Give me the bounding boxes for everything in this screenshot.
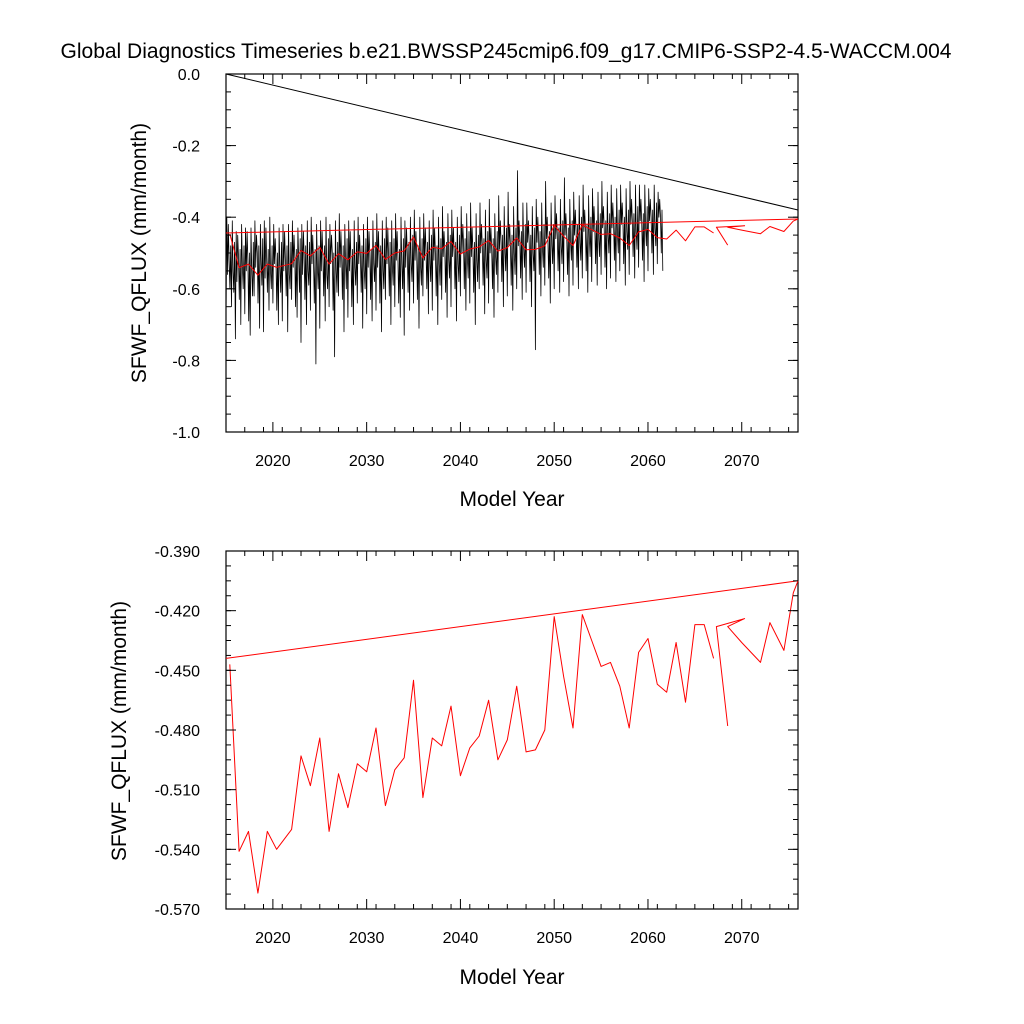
y-tick-label: -0.4 bbox=[172, 210, 200, 227]
x-tick-label: 2040 bbox=[443, 930, 479, 947]
y-tick-label: -0.390 bbox=[155, 544, 200, 561]
y-tick-label: -1.0 bbox=[172, 425, 200, 442]
y-tick-label: -0.420 bbox=[155, 604, 200, 621]
y-tick-label: -0.8 bbox=[172, 353, 200, 370]
top-panel: 2020 2030 2040 2050 2060 2070 0.0 -0.2 -0.4 -0.6… bbox=[128, 67, 799, 511]
series-line-annual-mean bbox=[229, 614, 715, 894]
bottom-x-axis-label: Model Year bbox=[459, 966, 564, 989]
series-line-monthly-endpoint-trend bbox=[225, 73, 799, 211]
series-line-monthly bbox=[225, 170, 664, 365]
bottom-plot-frame bbox=[225, 550, 799, 910]
y-tick-label: -0.510 bbox=[155, 783, 200, 800]
x-tick-label: 2070 bbox=[724, 930, 760, 947]
x-tick-label: 2040 bbox=[443, 453, 479, 470]
bottom-y-axis-label: SFWF_QFLUX (mm/month) bbox=[108, 601, 131, 861]
top-x-axis-label: Model Year bbox=[459, 488, 564, 511]
x-tick-label: 2050 bbox=[536, 453, 572, 470]
y-tick-label: -0.450 bbox=[155, 663, 200, 680]
top-y-axis-label: SFWF_QFLUX (mm/month) bbox=[128, 123, 151, 383]
x-tick-label: 2060 bbox=[630, 453, 666, 470]
y-tick-label: 0.0 bbox=[178, 67, 200, 84]
x-tick-label: 2030 bbox=[349, 453, 385, 470]
y-tick-label: -0.480 bbox=[155, 723, 200, 740]
series-line-annual-mean-end bbox=[715, 218, 799, 246]
x-tick-label: 2020 bbox=[255, 453, 291, 470]
series-line-annual-trend bbox=[225, 580, 799, 659]
y-tick-label: -0.540 bbox=[155, 842, 200, 859]
bottom-panel: 2020 2030 2040 2050 2060 2070 -0.390 -0.420 -0.… bbox=[108, 544, 799, 989]
chart-title: Global Diagnostics Timeseries b.e21.BWSS… bbox=[61, 40, 952, 63]
y-tick-label: -0.570 bbox=[155, 902, 200, 919]
y-tick-label: -0.6 bbox=[172, 282, 200, 299]
x-tick-label: 2060 bbox=[630, 930, 666, 947]
series-line-annual-mean-end bbox=[715, 580, 799, 727]
x-tick-label: 2050 bbox=[536, 930, 572, 947]
x-tick-label: 2070 bbox=[724, 453, 760, 470]
x-tick-label: 2020 bbox=[255, 930, 291, 947]
y-tick-label: -0.2 bbox=[172, 139, 200, 156]
series-line-annual-trend bbox=[225, 218, 799, 234]
x-tick-label: 2030 bbox=[349, 930, 385, 947]
series-line-annual-mean bbox=[229, 224, 714, 276]
